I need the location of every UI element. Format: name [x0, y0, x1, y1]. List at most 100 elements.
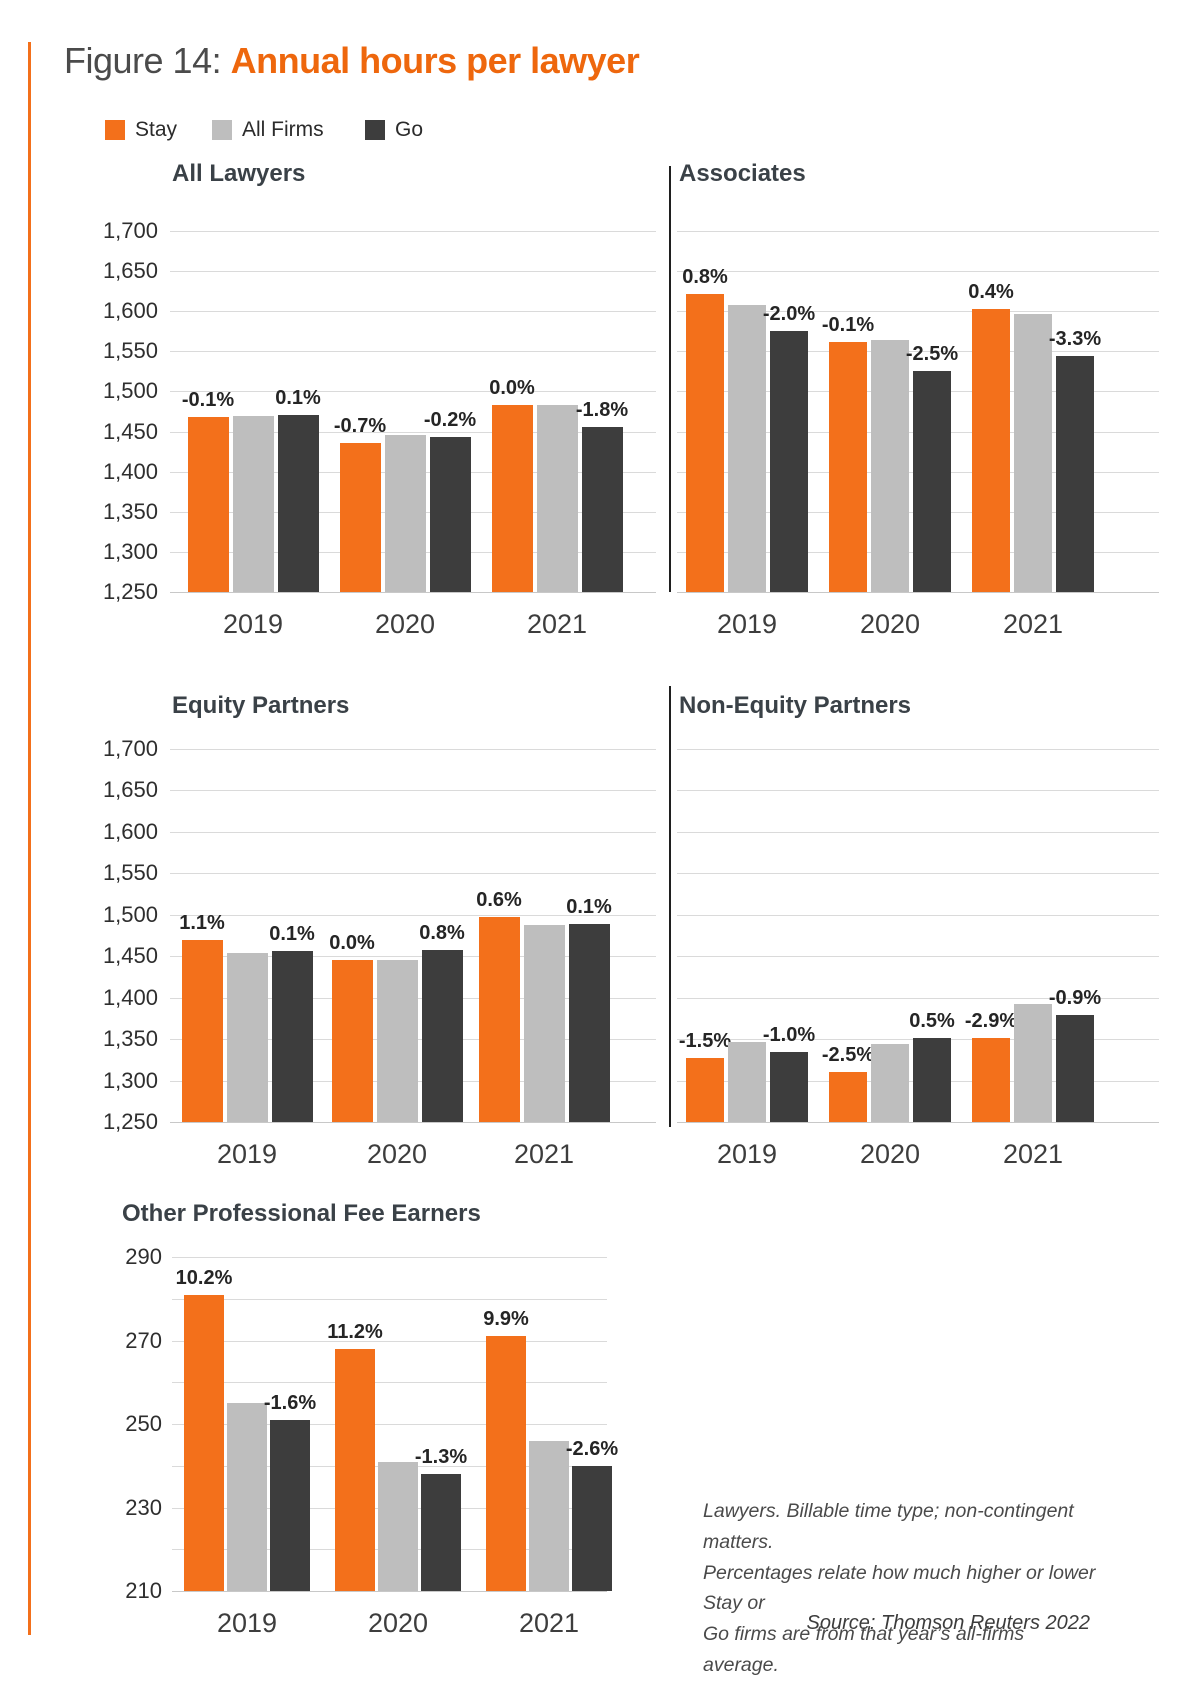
percent-label: -0.1% [181, 389, 235, 412]
x-axis-label: 2019 [716, 609, 778, 639]
y-axis-tick-label: 250 [125, 1411, 162, 1436]
percent-label: 0.5% [909, 1010, 955, 1033]
percent-label: 1.1% [179, 911, 225, 934]
x-axis-label: 2020 [367, 1608, 429, 1638]
legend-label-stay: Stay [135, 118, 178, 141]
percent-label: 0.1% [269, 923, 315, 946]
x-axis-label: 2021 [1002, 1139, 1064, 1169]
bar-go-2019 [770, 1052, 808, 1122]
gridline [677, 831, 1159, 833]
chart-equity-partners: 1,700 1,650 1,600 1,550 1,500 1,450 1,400 1,350… [103, 736, 656, 1169]
bar-stay-2019 [181, 939, 223, 1122]
bar-all-firms-2020 [871, 340, 909, 592]
figure-title-text: Annual hours per lawyer [230, 40, 640, 81]
bar-go-2020 [913, 1038, 951, 1122]
chart-title-associates: Associates [679, 160, 806, 187]
percent-label: 0.4% [968, 280, 1014, 303]
bar-stay-2020 [829, 341, 867, 592]
x-axis-label: 2020 [374, 609, 436, 639]
legend-label-all-firms: All Firms [242, 118, 324, 141]
bar-all-firms-2019 [226, 952, 268, 1122]
gridline [170, 391, 656, 393]
x-axis-label: 2021 [513, 1139, 575, 1169]
percent-label: 0.1% [566, 895, 612, 918]
y-axis-tick-label: 1,600 [102, 298, 158, 324]
bar-go-2021 [1056, 1015, 1094, 1122]
percent-label: -3.3% [1048, 328, 1102, 351]
chart-title-equity-partners: Equity Partners [172, 692, 350, 719]
accent-bar [28, 42, 31, 1635]
bar-stay-2020 [331, 960, 373, 1122]
bar-go-2021 [568, 923, 610, 1122]
bar-all-firms-2021 [1014, 313, 1052, 592]
chart-associates: 0.8% -2.0% 2019 -0.1% -2.5% 2020 0.4% -3.3% 2021 [677, 231, 1159, 639]
x-axis-label: 2020 [859, 1139, 921, 1169]
percent-label: -0.7% [333, 414, 387, 437]
gridline [172, 1298, 607, 1300]
y-axis-tick-label: 1,600 [102, 818, 158, 844]
bar-go-2019 [277, 414, 319, 592]
percent-label: 9.9% [483, 1308, 529, 1331]
bar-stay-2020 [339, 442, 381, 592]
gridline [170, 749, 656, 750]
x-axis-label: 2021 [526, 609, 588, 639]
percent-label: 0.1% [275, 386, 321, 409]
gridline [677, 997, 1159, 999]
y-axis-tick-label: 1,500 [102, 378, 158, 404]
percent-label: -2.0% [762, 302, 816, 325]
gridline [172, 1257, 607, 1258]
chart-other-professional-fee-earners: 290 270 250 230 210 10.2% -1.6% 2019 11.2% -1.3% 2… [125, 1244, 618, 1638]
bar-go-2019 [270, 1419, 310, 1591]
gridline [677, 351, 1159, 353]
footnote-line: Lawyers. Billable time type; non-conting… [703, 1500, 1074, 1553]
y-axis-tick-label: 1,300 [102, 1067, 158, 1093]
bar-stay-2021 [478, 917, 520, 1122]
all-firms-swatch-icon [212, 120, 232, 140]
bar-go-2021 [572, 1465, 612, 1592]
chart-title-other-professional-fee-earners: Other Professional Fee Earners [122, 1200, 481, 1227]
footnote-line: Go firms are from that year’s all-firms … [703, 1623, 1025, 1676]
y-axis-tick-label: 210 [125, 1578, 162, 1603]
bar-all-firms-2020 [378, 1461, 418, 1591]
bar-go-2020 [421, 1474, 461, 1591]
gridline [170, 1122, 656, 1123]
percent-label: 11.2% [327, 1320, 383, 1343]
y-axis-tick-label: 270 [125, 1327, 162, 1353]
y-axis-tick-label: 1,650 [102, 777, 158, 803]
bar-go-2019 [271, 951, 313, 1122]
gridline [170, 873, 656, 875]
gridline [677, 231, 1159, 232]
x-axis-label: 2019 [216, 1608, 278, 1638]
gridline [170, 351, 656, 353]
gridline [170, 914, 656, 916]
gridline [677, 914, 1159, 916]
gridline [677, 1122, 1159, 1123]
bar-all-firms-2020 [376, 960, 418, 1122]
legend-item-stay: Stay [105, 118, 178, 141]
percent-label: -1.8% [575, 398, 629, 421]
percent-label: -2.9% [964, 1009, 1018, 1032]
bar-stay-2020 [829, 1072, 867, 1122]
figure-title: Figure 14: Annual hours per lawyer [64, 40, 640, 82]
bar-stay-2020 [335, 1348, 375, 1591]
bar-all-firms-2019 [227, 1403, 267, 1591]
footnote-line: Percentages relate how much higher or lo… [703, 1561, 1096, 1615]
percent-label: -2.6% [565, 1437, 619, 1460]
percent-label: -1.3% [414, 1446, 468, 1469]
bar-stay-2019 [187, 417, 229, 592]
gridline [170, 956, 656, 958]
x-axis-label: 2019 [716, 1139, 778, 1169]
bar-all-firms-2019 [728, 1041, 766, 1122]
vertical-divider-middle-row [669, 686, 671, 1127]
percent-label: -1.5% [678, 1030, 732, 1053]
bar-stay-2019 [686, 294, 724, 592]
y-axis-tick-label: 1,550 [102, 338, 158, 364]
percent-label: -0.9% [1048, 987, 1102, 1010]
y-axis-tick-label: 1,700 [102, 736, 158, 761]
y-axis-tick-label: 1,450 [102, 418, 158, 444]
gridline [170, 231, 656, 232]
source-credit: Source: Thomson Reuters 2022 [806, 1612, 1091, 1634]
x-axis-label: 2021 [518, 1608, 580, 1638]
bar-stay-2021 [972, 308, 1010, 592]
